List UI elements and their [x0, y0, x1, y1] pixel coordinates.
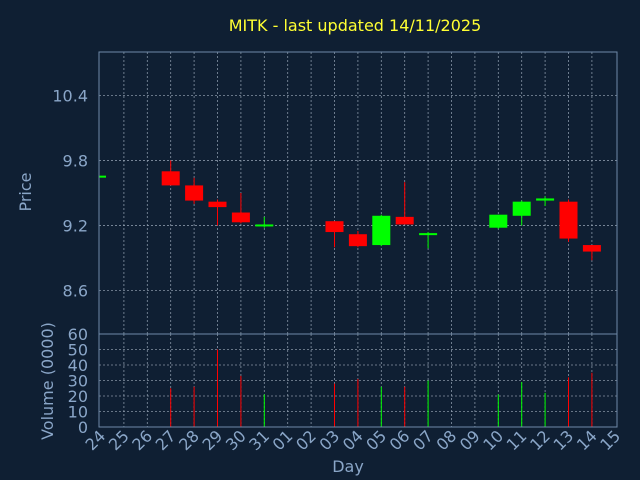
volume-tick-label: 50 — [68, 341, 88, 360]
price-candles — [99, 160, 601, 261]
candle-body — [582, 245, 601, 252]
candle-body — [419, 233, 438, 236]
volume-axis-label: Volume (0000) — [38, 322, 57, 440]
chart-title: MITK - last updated 14/11/2025 — [229, 16, 482, 35]
candle-body — [208, 201, 227, 208]
candle-body — [489, 214, 508, 228]
volume-panel-frame — [98, 333, 618, 428]
candle-body — [231, 212, 250, 223]
candle-body — [99, 175, 106, 178]
volume-bars — [170, 349, 593, 427]
candle-body — [559, 201, 578, 239]
volume-tick-label: 60 — [68, 325, 88, 344]
price-tick-label: 10.4 — [52, 86, 88, 105]
day-axis-ticks: 2425262728293031010203040506070809101112… — [81, 426, 624, 454]
price-axis-label: Price — [16, 172, 35, 211]
day-tick-label: 15 — [596, 426, 624, 454]
volume-tick-label: 40 — [68, 356, 88, 375]
day-axis-label: Day — [332, 457, 364, 476]
price-gridlines — [99, 52, 617, 334]
volume-tick-label: 30 — [68, 372, 88, 391]
volume-tick-label: 0 — [78, 418, 88, 437]
candle-body — [348, 234, 367, 247]
price-tick-label: 9.8 — [63, 151, 88, 170]
candle-body — [395, 216, 414, 225]
price-axis-ticks: 8.6 9.2 9.8 10.4 — [52, 86, 88, 300]
price-tick-label: 8.6 — [63, 282, 88, 301]
candle-body — [325, 221, 344, 233]
candle-body — [161, 171, 180, 186]
candle-body — [185, 185, 204, 201]
candle-body — [536, 198, 555, 201]
volume-tick-label: 20 — [68, 387, 88, 406]
candle-body — [512, 201, 531, 216]
candle-body — [372, 215, 391, 246]
price-tick-label: 9.2 — [63, 217, 88, 236]
candle-body — [255, 224, 274, 227]
volume-tick-label: 10 — [68, 403, 88, 422]
